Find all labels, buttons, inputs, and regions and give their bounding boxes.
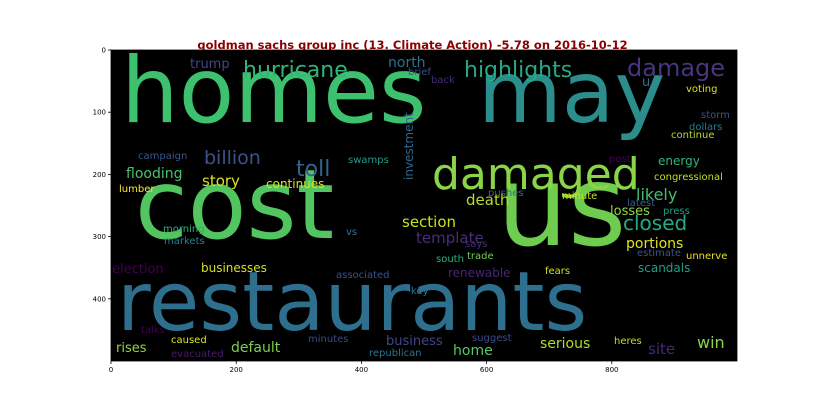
word-portions: portions (626, 236, 683, 252)
word-key: key (411, 286, 429, 297)
word-morning: morning (163, 224, 205, 235)
y-tick-label: 200 (93, 171, 106, 179)
word-hurricane: hurricane (243, 58, 348, 83)
chart-title: goldman sachs group inc (13. Climate Act… (197, 38, 628, 52)
word-may: may (478, 43, 665, 143)
word-campaign: campaign (138, 151, 187, 162)
word-associated: associated (336, 270, 390, 281)
word-caused: caused (171, 335, 207, 346)
y-tick-label: 100 (93, 109, 106, 117)
word-story: story (202, 172, 240, 190)
x-tick-label: 400 (355, 366, 368, 374)
x-axis: 0 200 400 600 800 (109, 361, 618, 374)
word-congressional: congressional (654, 172, 723, 183)
word-minute: minute (562, 191, 597, 202)
word-highlights: highlights (464, 58, 572, 83)
word-election: election (112, 262, 164, 277)
word-unnerve: unnerve (686, 251, 727, 262)
word-back: back (431, 75, 455, 86)
word-dollars: dollars (689, 122, 722, 133)
word-trade: trade (467, 251, 494, 262)
word-estimate: estimate (637, 248, 681, 259)
word-energy: energy (658, 154, 700, 168)
word-template: template (416, 229, 484, 247)
word-win: win (697, 333, 725, 352)
word-restaurants: restaurants (117, 255, 587, 350)
word-trump: trump (190, 57, 230, 72)
word-press: press (663, 206, 690, 217)
word-minutes: minutes (308, 334, 348, 345)
word-swamps: swamps (348, 155, 389, 166)
x-tick-label: 200 (230, 366, 243, 374)
word-pushes: pushes (488, 188, 524, 199)
word-cost: cost (135, 149, 334, 261)
word-death: death (466, 191, 509, 209)
y-tick-label: 400 (93, 295, 106, 303)
word-billion: billion (204, 147, 261, 169)
word-vs: vs (346, 227, 357, 238)
word-homes: homes (121, 39, 426, 144)
word-evacuated: evacuated (171, 349, 224, 360)
y-tick-label: 300 (93, 233, 106, 241)
word-brief: brief (408, 67, 431, 78)
word-storm: storm (701, 110, 730, 121)
word-site: site (648, 340, 675, 358)
word-damage: damage (627, 54, 725, 82)
word-u: u (642, 75, 650, 90)
word-says: says (465, 239, 487, 250)
word-republican: republican (369, 348, 422, 359)
word-fears: fears (545, 266, 570, 277)
word-north: north (388, 55, 426, 71)
word-section: section (402, 213, 456, 231)
y-axis: 0 100 200 300 400 (93, 47, 111, 303)
word-post: post (609, 154, 631, 165)
word-closed: closed (623, 211, 687, 235)
word-serious: serious (540, 336, 590, 352)
word-latest: latest (627, 198, 655, 209)
word-losses: losses (610, 204, 650, 219)
word-scandals: scandals (638, 261, 690, 275)
word-continues: continues (266, 177, 324, 191)
plot-background (111, 50, 737, 361)
x-tick-label: 800 (605, 366, 618, 374)
word-us: us (497, 142, 626, 272)
word-businesses: businesses (201, 261, 267, 275)
y-tick-label: 0 (102, 47, 106, 55)
x-tick-label: 0 (109, 366, 113, 374)
word-investment: investment (402, 112, 416, 180)
word-suggest: suggest (472, 333, 512, 344)
word-default: default (231, 340, 281, 356)
word-talks: talks (141, 325, 165, 336)
word-renewable: renewable (448, 266, 511, 280)
word-continue: continue (671, 130, 714, 141)
word-damaged: damaged (432, 149, 640, 200)
word-toll: toll (296, 157, 330, 182)
word-south: south (436, 254, 464, 265)
word-rises: rises (116, 341, 147, 356)
word-likely: likely (636, 185, 677, 204)
plot-frame (110, 49, 738, 362)
word-heres: heres (614, 336, 642, 347)
x-tick-label: 600 (480, 366, 493, 374)
word-lumber: lumber (119, 184, 155, 195)
word-voting: voting (686, 84, 717, 95)
word-markets: markets (164, 236, 205, 247)
word-home: home (453, 343, 493, 359)
word-flooding: flooding (126, 166, 183, 182)
word-business: business (386, 334, 443, 349)
